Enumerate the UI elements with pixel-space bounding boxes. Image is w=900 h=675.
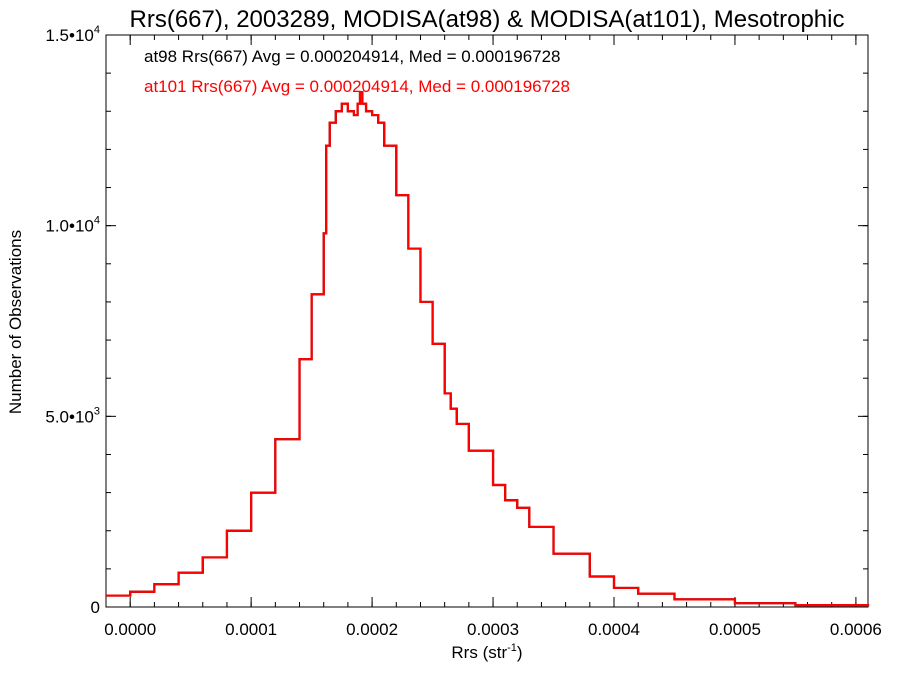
axes-group [105,34,869,608]
series-at98-line [106,91,870,607]
x-tick-label: 0.0004 [588,620,640,639]
y-tick-label-text: 5.0•10 [45,407,94,426]
y-tick-label-text: 1.0•10 [45,217,94,236]
x-tick-label: 0.0003 [467,620,519,639]
ticks-group: 0.0000 0.0001 0.0002 0.0003 0.0004 0.0005 0.00… [45,24,882,639]
series-at101-line [106,91,870,607]
y-tick-label-text: 0 [91,598,100,617]
x-tick-label: 0.0005 [709,620,761,639]
x-tick-label: 0.0001 [225,620,277,639]
y-axis-label: Number of Observations [6,230,25,414]
y-tick-label: 1.0•104 [45,215,100,236]
x-axis-label-exponent: -1 [507,642,517,654]
x-tick-label: 0.0006 [830,620,882,639]
y-tick-label: 0 [91,598,100,617]
annotation-at101: at101 Rrs(667) Avg = 0.000204914, Med = … [144,77,570,96]
annotation-at98: at98 Rrs(667) Avg = 0.000204914, Med = 0… [144,47,561,66]
x-axis-label: Rrs (str-1) [451,642,522,662]
x-tick-label: 0.0002 [346,620,398,639]
series-group [106,91,870,607]
y-tick-label: 1.5•104 [45,24,100,45]
y-tick-label-exponent: 4 [94,215,100,227]
y-tick-label-text: 1.5•10 [45,26,94,45]
x-axis-label-suffix: ) [517,643,523,662]
x-axis-label-text: Rrs (str [451,643,507,662]
y-tick-label: 5.0•103 [45,405,100,426]
x-tick-label: 0.0000 [104,620,156,639]
chart-title: Rrs(667), 2003289, MODISA(at98) & MODISA… [130,6,845,33]
y-tick-label-exponent: 4 [94,24,100,36]
y-tick-label-exponent: 3 [94,405,100,417]
plot-frame [105,34,869,608]
